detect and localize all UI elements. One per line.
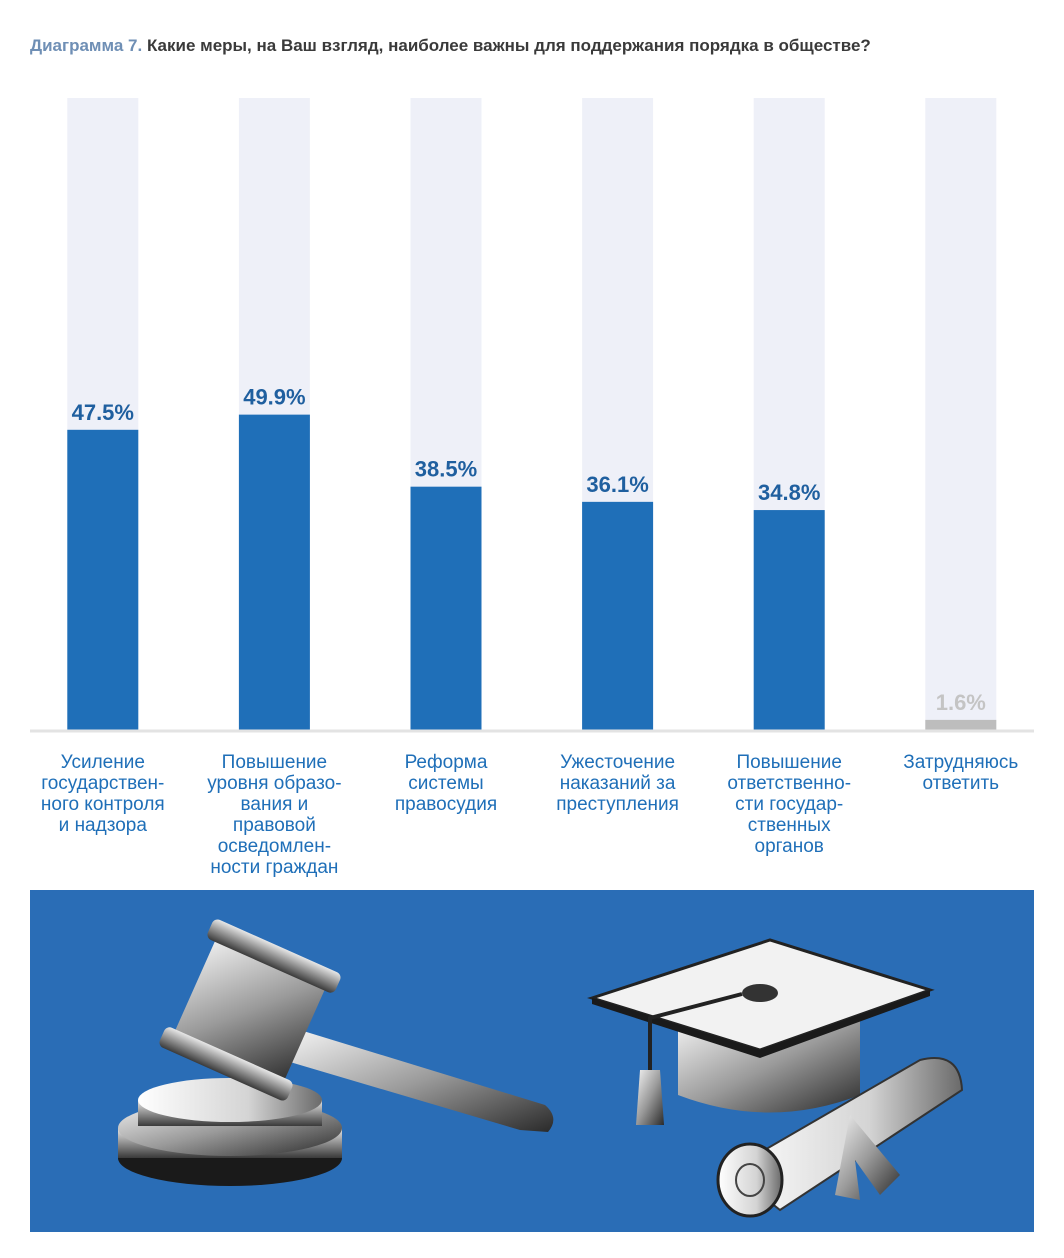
bar [238,414,310,730]
graduation-cap [587,938,964,1218]
chart: 47.5% 49.9% 38.5% 36.1% 34.8% 1.6% [30,98,1034,733]
x-tick-label: Реформа системы правосудия [394,752,498,815]
bar [925,719,997,730]
title-text: Какие меры, на Ваш взгляд, наиболее важн… [146,36,871,55]
bar [582,501,654,730]
value-label: 47.5% [72,400,134,425]
value-label: 1.6% [936,690,986,715]
chart-title: Диаграмма 7. Какие меры, на Ваш взгляд, … [30,36,871,56]
gavel [118,919,554,1186]
x-tick-label: Затрудняюсь ответить [903,752,1019,794]
x-tick-label: Усиление государствен- ного контроля и н… [40,752,165,836]
bar [753,510,825,730]
title-label: Диаграмма 7. [30,36,143,55]
bar [410,486,482,730]
bar-track [925,98,997,730]
value-label: 49.9% [243,385,305,410]
value-label: 36.1% [586,472,648,497]
x-tick-label: Повышение уровня образо- вания и правово… [207,752,342,878]
x-tick-label: Повышение ответственно- сти государ- ств… [727,752,852,857]
x-tick-label: Ужесточение наказаний за преступления [556,752,679,815]
value-label: 34.8% [758,480,820,505]
bar [67,429,139,730]
illustration-panel [30,890,1034,1232]
value-label: 38.5% [415,457,477,482]
